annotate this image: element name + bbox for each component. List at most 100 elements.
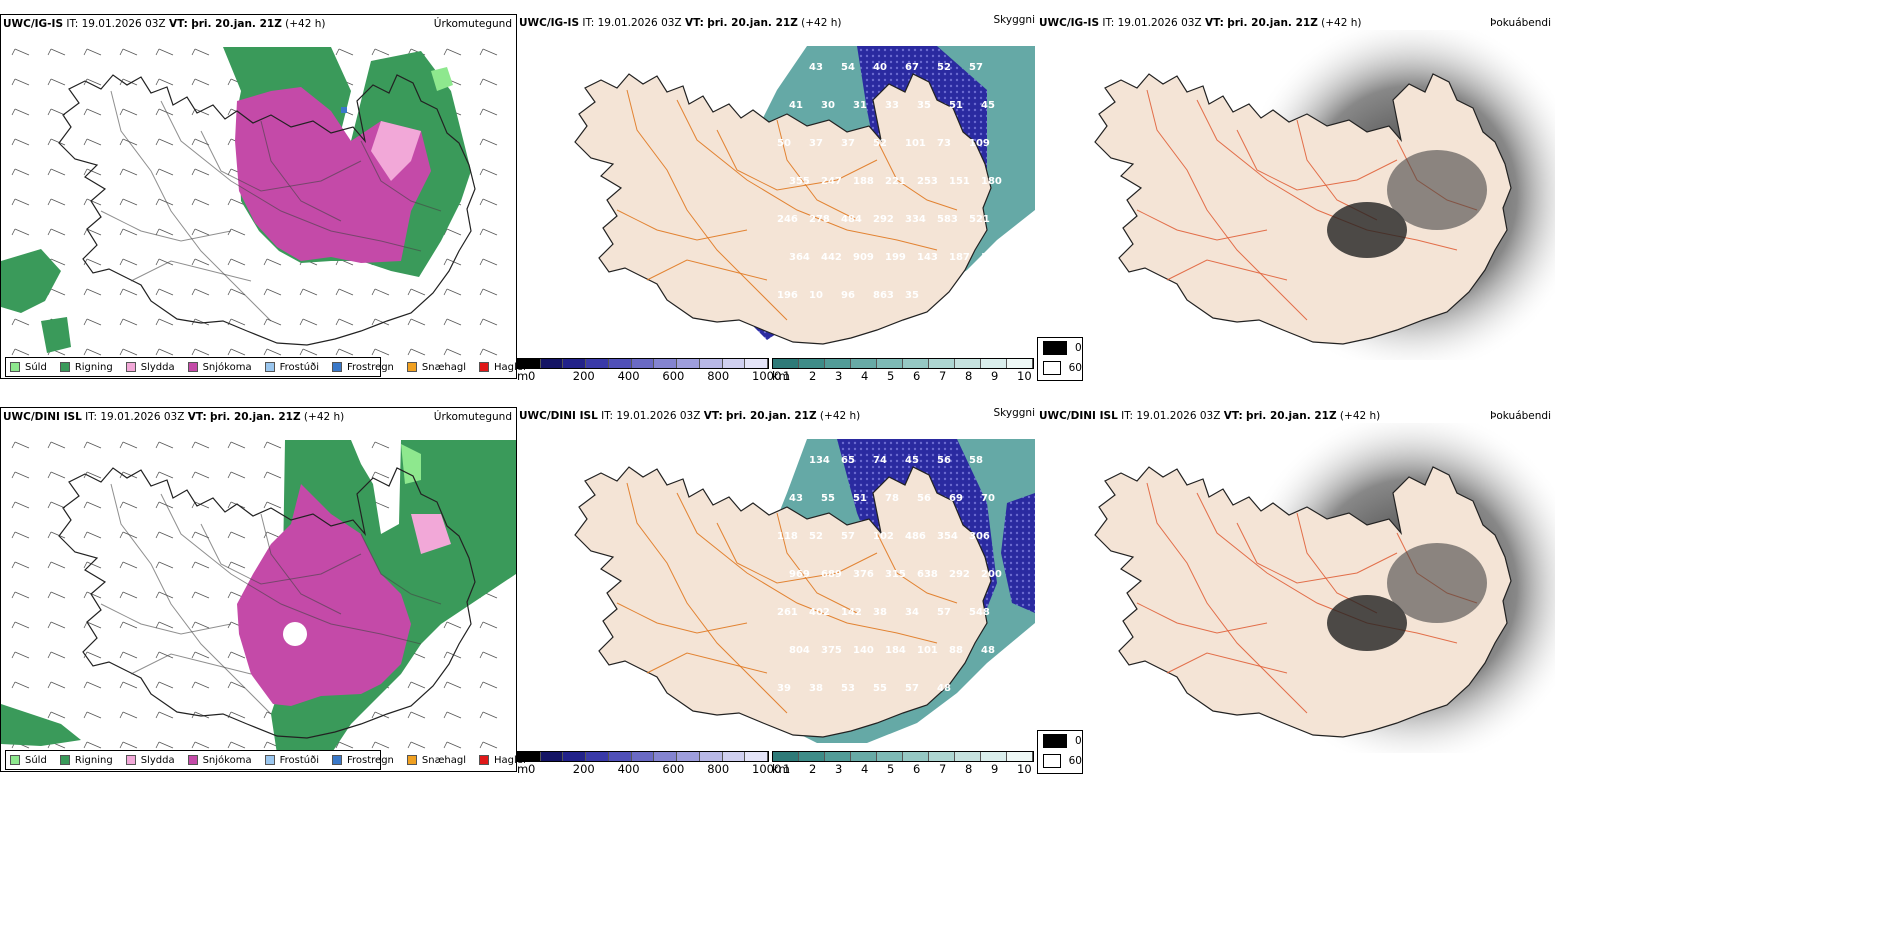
wind-barb: [227, 198, 246, 206]
visibility-value-label: 253: [917, 176, 938, 187]
colorbar-tick: 800: [707, 762, 730, 776]
visibility-value-label: 73: [937, 138, 951, 149]
visibility-map: 186 134 65 74 45 56 58 43 55 51 78 56 69 70 118 52 57 102…: [574, 439, 1035, 743]
wind-barb: [119, 591, 138, 599]
wind-barb: [227, 441, 246, 449]
wind-barb: [11, 228, 30, 236]
colorbar-tick: 7: [939, 369, 947, 383]
colorbar-tick: 9: [991, 762, 999, 776]
visibility-value-label: 50: [777, 62, 791, 73]
visibility-value-label: 54: [841, 62, 855, 73]
colorbar-cell: [1007, 359, 1033, 368]
wind-barb: [299, 348, 318, 356]
legend-swatch: [125, 755, 136, 765]
wind-barb: [83, 681, 102, 689]
colorbar-tick: 2: [809, 762, 817, 776]
visibility-value-label: 52: [937, 62, 951, 73]
panel-title: Þokuábendi: [1490, 17, 1551, 29]
wind-barb: [479, 228, 498, 236]
visibility-value-label: 56: [917, 493, 931, 504]
legend-label: Snæhagl: [421, 754, 467, 766]
wind-barb: [11, 108, 30, 116]
wind-barb: [47, 501, 66, 509]
fog-index-field: [1327, 595, 1407, 651]
legend-label: Snjókoma: [202, 361, 252, 373]
wind-barb: [47, 198, 66, 206]
visibility-value-label: 199: [885, 252, 906, 263]
legend-item: Frostregn: [332, 362, 394, 373]
visibility-value-label: 48: [981, 645, 995, 656]
visibility-value-label: 246: [777, 214, 798, 225]
visibility-value-label: 142: [841, 607, 862, 618]
visibility-value-label: 102: [873, 531, 894, 542]
wind-barb: [83, 108, 102, 116]
legend-swatch: [264, 755, 275, 765]
legend-item: Frostregn: [332, 755, 394, 766]
wind-barb: [227, 651, 246, 659]
wind-barb: [119, 48, 138, 56]
colorbar-cell: [981, 359, 1007, 368]
visibility-value-label: 180: [981, 176, 1002, 187]
colorbar-tick: 0: [528, 369, 536, 383]
visibility-value-label: 51: [949, 100, 963, 111]
legend-swatch: [332, 362, 342, 372]
fog-legend-swatch: [1043, 734, 1067, 748]
colorbar-cell: [563, 752, 587, 761]
colorbar-cell: [851, 752, 877, 761]
precip-map: [1, 47, 498, 356]
wind-barb: [371, 348, 390, 356]
colorbar-cell: [677, 752, 700, 761]
legend-swatch: [479, 362, 490, 372]
panel-header: UWC/DINI ISL IT: 19.01.2026 03Z VT: þri.…: [519, 410, 861, 422]
wind-barb: [155, 318, 174, 326]
wind-barb: [83, 228, 102, 236]
colorbar-cell: [586, 359, 609, 368]
fog-legend-item: 0: [1038, 731, 1082, 751]
wind-barb: [83, 198, 102, 206]
wind-barb: [263, 288, 282, 296]
wind-barb: [371, 441, 390, 449]
snow-area: [237, 484, 411, 706]
visibility-value-label: 38: [873, 607, 887, 618]
wind-barb: [155, 108, 174, 116]
visibility-value-label: 52: [873, 138, 887, 149]
visibility-value-label: 184: [885, 645, 906, 656]
wind-barb: [443, 681, 462, 689]
colorbar-unit: km: [772, 762, 790, 776]
colorbar-tick: 400: [617, 369, 640, 383]
wind-barb: [479, 318, 498, 326]
wind-barb: [371, 471, 390, 479]
wind-barb: [155, 531, 174, 539]
colorbar-cell: [799, 752, 825, 761]
wind-barb: [11, 138, 30, 146]
wind-barb: [83, 501, 102, 509]
fog-index-field: [1387, 150, 1487, 230]
fog-legend: 0 60: [1037, 730, 1083, 774]
precip-legend: Súld Rigning Slydda Snjókoma Frostúði Frostre…: [5, 357, 526, 377]
wind-barb: [227, 348, 246, 356]
wind-barb: [191, 168, 210, 176]
colorbar-tick: 4: [861, 369, 869, 383]
legend-label: Haglél: [494, 361, 526, 373]
wind-barb: [47, 48, 66, 56]
wind-barb: [191, 741, 210, 749]
visibility-value-label: 35: [917, 100, 931, 111]
drizzle-area: [431, 67, 453, 91]
legend-label: Snjókoma: [202, 754, 252, 766]
legend-swatch: [406, 755, 417, 765]
wind-barb: [83, 561, 102, 569]
colorbar-tick: 400: [617, 762, 640, 776]
wind-barb: [335, 48, 354, 56]
wind-barb: [47, 711, 66, 719]
colorbar-tick: 1000: [752, 762, 782, 776]
wind-barb: [191, 441, 210, 449]
visibility-value-label: 278: [809, 214, 830, 225]
wind-barb: [83, 138, 102, 146]
no-precip-gap: [283, 622, 307, 646]
visibility-value-label: 306: [981, 252, 1002, 263]
fog-legend-item: 60: [1038, 751, 1082, 771]
wind-barb: [83, 741, 102, 749]
legend-item: Rigning: [59, 362, 113, 373]
wind-barb: [191, 138, 210, 146]
visibility-value-label: 37: [809, 138, 823, 149]
